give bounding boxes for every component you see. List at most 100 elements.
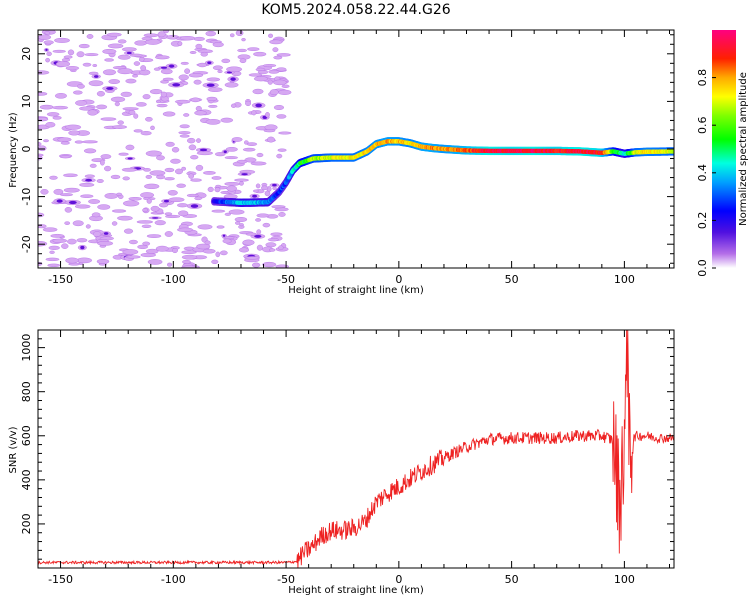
noise-core <box>160 66 168 69</box>
noise-blob <box>96 179 104 183</box>
noise-blob <box>239 181 244 186</box>
noise-blob <box>270 232 283 237</box>
y-tick-label: 400 <box>20 469 33 490</box>
noise-blob <box>91 212 101 218</box>
noise-blob <box>207 186 214 193</box>
noise-blob <box>160 68 173 75</box>
noise-blob <box>133 129 143 133</box>
noise-blob <box>262 261 277 268</box>
noise-blob <box>234 217 248 222</box>
noise-blob <box>226 66 243 73</box>
noise-blob <box>162 111 176 117</box>
noise-blob <box>162 77 174 81</box>
noise-blob <box>100 117 117 121</box>
colorbar-tick-label: 0.0 <box>696 259 709 277</box>
noise-blob <box>260 185 269 191</box>
noise-core <box>106 86 114 90</box>
noise-blob <box>153 67 161 71</box>
noise-blob <box>165 214 181 219</box>
noise-blob <box>117 215 133 221</box>
noise-blob <box>160 80 169 84</box>
noise-blob <box>256 244 263 251</box>
noise-blob <box>84 53 99 57</box>
x-tick-label: 0 <box>395 573 402 586</box>
noise-blob <box>38 212 45 218</box>
noise-blob <box>251 110 257 116</box>
noise-blob <box>74 204 91 209</box>
noise-blob <box>168 197 185 202</box>
noise-core <box>226 71 233 74</box>
noise-blob <box>38 91 48 96</box>
noise-blob <box>231 137 243 142</box>
noise-blob <box>79 106 95 111</box>
noise-blob <box>203 171 216 175</box>
noise-blob <box>164 231 173 237</box>
noise-blob <box>38 34 52 40</box>
noise-blob <box>121 47 137 52</box>
noise-core <box>172 83 181 87</box>
noise-blob <box>112 125 128 129</box>
noise-blob <box>80 194 94 198</box>
noise-core <box>68 200 77 205</box>
noise-blob <box>135 102 147 107</box>
noise-blob <box>273 79 287 86</box>
noise-blob <box>224 212 231 216</box>
noise-blob <box>276 114 287 119</box>
x-tick-label: 0 <box>395 273 402 286</box>
noise-blob <box>63 187 80 193</box>
noise-blob <box>179 134 190 138</box>
noise-blob <box>208 104 218 108</box>
noise-blob <box>156 174 166 180</box>
noise-blob <box>145 150 163 157</box>
noise-blob <box>189 51 197 54</box>
noise-blob <box>38 142 42 147</box>
noise-blob <box>145 116 153 122</box>
noise-blob <box>55 61 71 67</box>
noise-blob <box>125 78 137 84</box>
noise-blob <box>125 255 141 259</box>
noise-blob <box>67 49 75 56</box>
noise-blob <box>75 100 88 106</box>
noise-blob <box>64 207 73 213</box>
noise-blob <box>120 91 132 97</box>
noise-blob <box>170 158 181 164</box>
noise-blob <box>122 176 130 181</box>
noise-blob <box>43 40 54 45</box>
noise-blob <box>59 155 72 159</box>
noise-blob <box>276 67 287 72</box>
noise-blob <box>74 140 84 144</box>
noise-blob <box>117 39 127 44</box>
noise-blob <box>76 257 93 264</box>
noise-blob <box>164 167 175 173</box>
noise-blob <box>144 183 160 189</box>
x-tick-label: 100 <box>614 573 635 586</box>
noise-blob <box>86 34 94 39</box>
noise-blob <box>150 125 155 130</box>
noise-blob <box>245 100 252 107</box>
noise-blob <box>61 58 71 62</box>
noise-blob <box>273 55 283 60</box>
noise-blob <box>43 139 49 143</box>
noise-blob <box>186 193 199 198</box>
snr-series <box>38 330 674 568</box>
bottom-x-axis-label: Height of straight line (km) <box>288 585 424 596</box>
noise-core <box>85 178 93 182</box>
noise-blob <box>46 51 52 57</box>
noise-blob <box>149 170 166 176</box>
noise-blob <box>206 96 218 101</box>
noise-blob <box>238 247 250 253</box>
x-tick-label: -50 <box>277 573 295 586</box>
noise-core <box>223 150 227 154</box>
noise-blob <box>267 238 279 242</box>
noise-blob <box>52 49 66 53</box>
noise-blob <box>156 103 168 108</box>
noise-blob <box>88 199 101 204</box>
noise-blob <box>128 197 142 201</box>
noise-blob <box>39 104 54 110</box>
noise-blob <box>268 33 273 38</box>
noise-blob <box>141 36 153 41</box>
noise-core <box>241 173 248 176</box>
noise-core <box>207 61 212 65</box>
noise-blob <box>96 104 108 110</box>
